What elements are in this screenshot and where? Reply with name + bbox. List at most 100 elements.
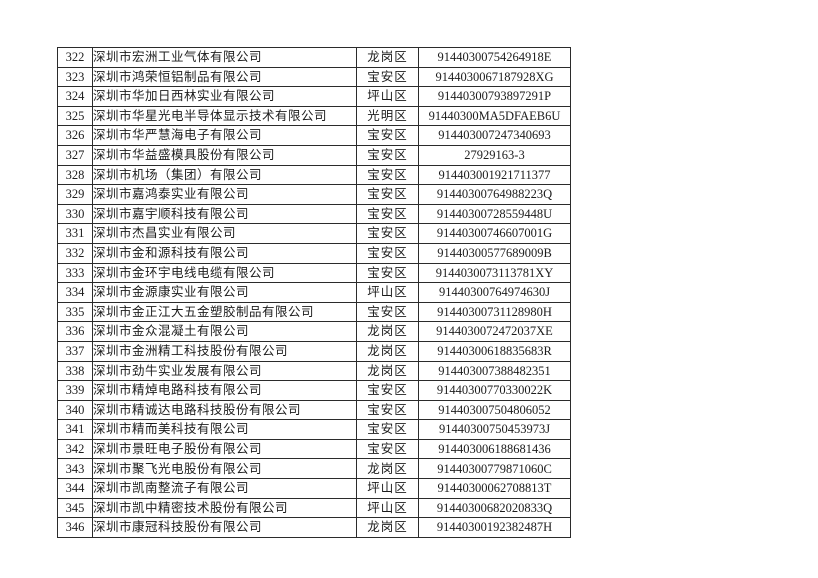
cell-district: 宝安区 — [356, 301, 419, 323]
cell-district: 宝安区 — [356, 125, 419, 146]
cell-no: 345 — [57, 497, 93, 519]
cell-code: 91440300764974630J — [418, 282, 571, 303]
cell-company: 深圳市景旺电子股份有限公司 — [92, 438, 357, 460]
cell-company: 深圳市鸿荣恒铝制品有限公司 — [92, 66, 357, 88]
cell-company: 深圳市康冠科技股份有限公司 — [92, 517, 357, 538]
cell-no: 346 — [57, 517, 93, 538]
table-row: 345 深圳市凯中精密技术股份有限公司 坪山区 91440300682020833Q — [57, 497, 571, 519]
cell-company: 深圳市华严慧海电子有限公司 — [92, 125, 357, 146]
table-row: 346 深圳市康冠科技股份有限公司 龙岗区 91440300192382487H — [57, 517, 571, 538]
cell-district: 宝安区 — [356, 223, 419, 244]
cell-no: 325 — [57, 105, 93, 127]
cell-district: 宝安区 — [356, 144, 419, 166]
table-row: 336 深圳市金众混凝土有限公司 龙岗区 9144030072472037XE — [57, 321, 571, 342]
cell-code: 91440300754264918E — [418, 47, 571, 68]
cell-no: 334 — [57, 282, 93, 303]
cell-code: 91440300577689009B — [418, 242, 571, 264]
cell-company: 深圳市华益盛模具股份有限公司 — [92, 144, 357, 166]
cell-district: 坪山区 — [356, 282, 419, 303]
cell-no: 340 — [57, 399, 93, 421]
cell-company: 深圳市嘉鸿泰实业有限公司 — [92, 184, 357, 205]
cell-code: 91440300779871060C — [418, 458, 571, 480]
table-row: 341 深圳市精而美科技有限公司 宝安区 91440300750453973J — [57, 419, 571, 440]
cell-district: 宝安区 — [356, 262, 419, 284]
cell-company: 深圳市凯南整流子有限公司 — [92, 478, 357, 499]
cell-district: 龙岗区 — [356, 321, 419, 342]
table-row: 325 深圳市华星光电半导体显示技术有限公司 光明区 91440300MA5DFAEB… — [57, 105, 571, 127]
table-row: 328 深圳市机场（集团）有限公司 宝安区 914403001921711377 — [57, 164, 571, 186]
cell-code: 91440300618835683R — [418, 340, 571, 362]
table-row: 340 深圳市精诚达电路科技股份有限公司 宝安区 914403007504806052 — [57, 399, 571, 421]
cell-district: 坪山区 — [356, 478, 419, 499]
cell-company: 深圳市凯中精密技术股份有限公司 — [92, 497, 357, 519]
table-row: 332 深圳市金和源科技有限公司 宝安区 91440300577689009B — [57, 242, 571, 264]
cell-code: 914403007388482351 — [418, 360, 571, 382]
table-row: 343 深圳市聚飞光电股份有限公司 龙岗区 91440300779871060C — [57, 458, 571, 480]
cell-code: 91440300746607001G — [418, 223, 571, 244]
cell-no: 336 — [57, 321, 93, 342]
cell-company: 深圳市华星光电半导体显示技术有限公司 — [92, 105, 357, 127]
cell-district: 坪山区 — [356, 86, 419, 107]
cell-company: 深圳市杰昌实业有限公司 — [92, 223, 357, 244]
cell-company: 深圳市精诚达电路科技股份有限公司 — [92, 399, 357, 421]
cell-company: 深圳市精焯电路科技有限公司 — [92, 380, 357, 401]
cell-district: 光明区 — [356, 105, 419, 127]
cell-code: 914403001921711377 — [418, 164, 571, 186]
cell-code: 91440300750453973J — [418, 419, 571, 440]
table-row: 333 深圳市金环宇电线电缆有限公司 宝安区 9144030073113781XY — [57, 262, 571, 284]
cell-no: 324 — [57, 86, 93, 107]
cell-code: 9144030072472037XE — [418, 321, 571, 342]
cell-code: 914403007504806052 — [418, 399, 571, 421]
cell-district: 宝安区 — [356, 66, 419, 88]
cell-district: 龙岗区 — [356, 47, 419, 68]
cell-no: 344 — [57, 478, 93, 499]
cell-no: 328 — [57, 164, 93, 186]
table-row: 327 深圳市华益盛模具股份有限公司 宝安区 27929163-3 — [57, 144, 571, 166]
cell-district: 宝安区 — [356, 203, 419, 225]
cell-no: 343 — [57, 458, 93, 480]
table-row: 334 深圳市金源康实业有限公司 坪山区 91440300764974630J — [57, 282, 571, 303]
cell-district: 龙岗区 — [356, 517, 419, 538]
cell-no: 332 — [57, 242, 93, 264]
cell-district: 坪山区 — [356, 497, 419, 519]
cell-company: 深圳市金洲精工科技股份有限公司 — [92, 340, 357, 362]
table-row: 323 深圳市鸿荣恒铝制品有限公司 宝安区 9144030067187928XG — [57, 66, 571, 88]
cell-district: 宝安区 — [356, 164, 419, 186]
cell-company: 深圳市金源康实业有限公司 — [92, 282, 357, 303]
cell-company: 深圳市宏洲工业气体有限公司 — [92, 47, 357, 68]
cell-company: 深圳市劲牛实业发展有限公司 — [92, 360, 357, 382]
cell-no: 322 — [57, 47, 93, 68]
cell-no: 338 — [57, 360, 93, 382]
table-row: 331 深圳市杰昌实业有限公司 宝安区 91440300746607001G — [57, 223, 571, 244]
cell-district: 宝安区 — [356, 438, 419, 460]
cell-district: 宝安区 — [356, 399, 419, 421]
cell-code: 9144030073113781XY — [418, 262, 571, 284]
cell-no: 323 — [57, 66, 93, 88]
cell-no: 331 — [57, 223, 93, 244]
table-row: 330 深圳市嘉宇顺科技有限公司 宝安区 91440300728559448U — [57, 203, 571, 225]
cell-district: 宝安区 — [356, 184, 419, 205]
cell-district: 宝安区 — [356, 419, 419, 440]
cell-code: 914403007247340693 — [418, 125, 571, 146]
cell-code: 91440300770330022K — [418, 380, 571, 401]
cell-company: 深圳市机场（集团）有限公司 — [92, 164, 357, 186]
cell-no: 333 — [57, 262, 93, 284]
table-row: 338 深圳市劲牛实业发展有限公司 龙岗区 914403007388482351 — [57, 360, 571, 382]
cell-no: 342 — [57, 438, 93, 460]
cell-no: 330 — [57, 203, 93, 225]
cell-code: 91440300062708813T — [418, 478, 571, 499]
cell-code: 27929163-3 — [418, 144, 571, 166]
cell-no: 341 — [57, 419, 93, 440]
cell-company: 深圳市嘉宇顺科技有限公司 — [92, 203, 357, 225]
cell-company: 深圳市金和源科技有限公司 — [92, 242, 357, 264]
table-row: 342 深圳市景旺电子股份有限公司 宝安区 914403006188681436 — [57, 438, 571, 460]
table-row: 344 深圳市凯南整流子有限公司 坪山区 91440300062708813T — [57, 478, 571, 499]
cell-company: 深圳市聚飞光电股份有限公司 — [92, 458, 357, 480]
cell-district: 宝安区 — [356, 242, 419, 264]
table-row: 322 深圳市宏洲工业气体有限公司 龙岗区 91440300754264918E — [57, 47, 571, 68]
cell-company: 深圳市金众混凝土有限公司 — [92, 321, 357, 342]
cell-code: 91440300793897291P — [418, 86, 571, 107]
cell-no: 339 — [57, 380, 93, 401]
table-body: 322 深圳市宏洲工业气体有限公司 龙岗区 91440300754264918E 323… — [57, 47, 571, 538]
